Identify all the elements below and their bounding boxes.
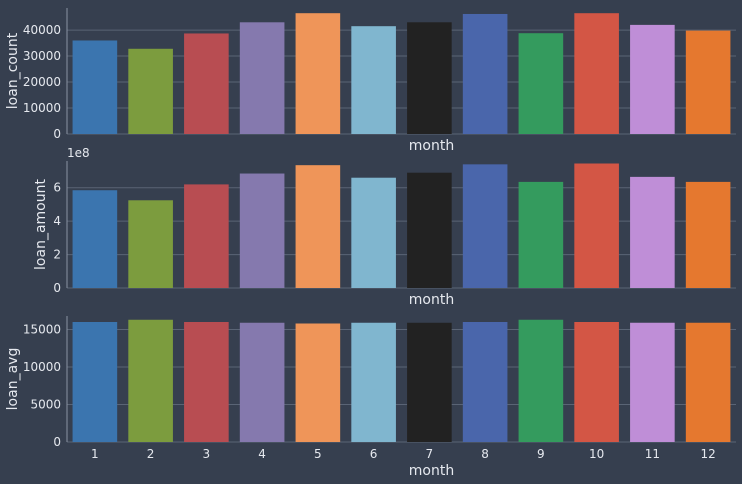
panel-3-xtick-label: 3 — [203, 447, 211, 461]
panel-1-bar-month-3 — [184, 33, 229, 134]
panel-1-bar-month-4 — [239, 22, 285, 135]
panel-3-bar-month-2 — [128, 319, 173, 442]
panel-3-xtick-label: 2 — [147, 447, 155, 461]
panel-2-ytick-label: 2 — [53, 248, 61, 262]
panel-3-xtick-label: 7 — [426, 447, 434, 461]
panel-3-ytick-label: 10000 — [23, 360, 61, 374]
panel-2-bar-month-9 — [518, 181, 564, 288]
panel-1-bar-month-1 — [72, 40, 118, 134]
panel-1-x-axis-title: month — [409, 138, 454, 154]
panel-3-xtick-label: 10 — [589, 447, 604, 461]
panel-2-bar-month-7 — [407, 172, 452, 288]
panel-2-ytick-label: 4 — [53, 214, 61, 228]
panel-1-ytick-label: 40000 — [23, 23, 61, 37]
panel-3-bar-month-9 — [518, 319, 564, 442]
panel-3-bar-month-11 — [630, 322, 675, 442]
panel-2-bar-month-1 — [72, 190, 118, 288]
panel-1-ytick-label: 20000 — [23, 75, 61, 89]
panel-2-y-axis-title: loan_amount — [33, 179, 49, 270]
panel-1-bar-month-8 — [462, 13, 508, 134]
panel-3-bar-month-6 — [351, 322, 396, 442]
panel-3-xtick-label: 12 — [700, 447, 715, 461]
panel-2-bar-month-5 — [295, 165, 341, 288]
panel-1-bar-month-10 — [574, 13, 619, 134]
panel-1-bar-month-2 — [128, 48, 173, 134]
panel-1-ytick-label: 30000 — [23, 49, 61, 63]
panel-3-xtick-label: 6 — [370, 447, 378, 461]
panel-2-bar-month-2 — [128, 200, 173, 288]
panel-3-bar-month-1 — [72, 322, 118, 442]
panel-2-bar-month-3 — [184, 184, 229, 288]
panel-3-bar-month-4 — [239, 322, 285, 442]
panel-3-bar-month-7 — [407, 322, 452, 442]
panel-2-bar-month-6 — [351, 177, 396, 288]
panel-1-ytick-label: 0 — [53, 127, 61, 141]
panel-3-xtick-label: 1 — [91, 447, 99, 461]
panel-2-bar-month-11 — [630, 176, 675, 288]
panel-3-xtick-label: 5 — [314, 447, 322, 461]
panel-3-xtick-label: 4 — [258, 447, 266, 461]
panel-2-bar-month-8 — [462, 164, 508, 288]
panel-1-bar-month-7 — [407, 22, 452, 135]
panel-1-bar-month-5 — [295, 13, 341, 134]
panel-2-ytick-label: 0 — [53, 281, 61, 295]
panel-3-ytick-label: 5000 — [30, 398, 61, 412]
panel-1-bar-month-12 — [685, 30, 731, 134]
panel-1-y-axis-title: loan_count — [5, 32, 21, 109]
panel-3-xtick-label: 8 — [481, 447, 489, 461]
panel-3-ytick-label: 0 — [53, 435, 61, 449]
panel-3-bar-month-8 — [462, 322, 508, 442]
panel-3-bar-month-10 — [574, 322, 619, 442]
panel-2-x-axis-title: month — [409, 292, 454, 308]
panel-1-ytick-label: 10000 — [23, 101, 61, 115]
panel-2-bar-month-10 — [574, 163, 619, 288]
panel-3-bar-month-3 — [184, 322, 229, 442]
panel-3-xtick-label: 11 — [645, 447, 660, 461]
panel-2-ytick-label: 6 — [53, 181, 61, 195]
panel-1-bar-month-6 — [351, 26, 396, 134]
panel-1-bar-month-11 — [630, 24, 675, 135]
panel-2-offset-text: 1e8 — [67, 146, 90, 160]
panel-1-bar-month-9 — [518, 33, 564, 135]
panel-2-bar-month-12 — [685, 181, 731, 288]
panel-3-bar-month-12 — [685, 322, 731, 442]
panel-3-x-axis-title: month — [409, 463, 454, 479]
panel-3-bar-month-5 — [295, 323, 341, 442]
panel-3-y-axis-title: loan_avg — [5, 348, 21, 411]
panel-3-xtick-label: 9 — [537, 447, 545, 461]
panel-2-bar-month-4 — [239, 173, 285, 288]
panel-3-ytick-label: 15000 — [23, 323, 61, 337]
